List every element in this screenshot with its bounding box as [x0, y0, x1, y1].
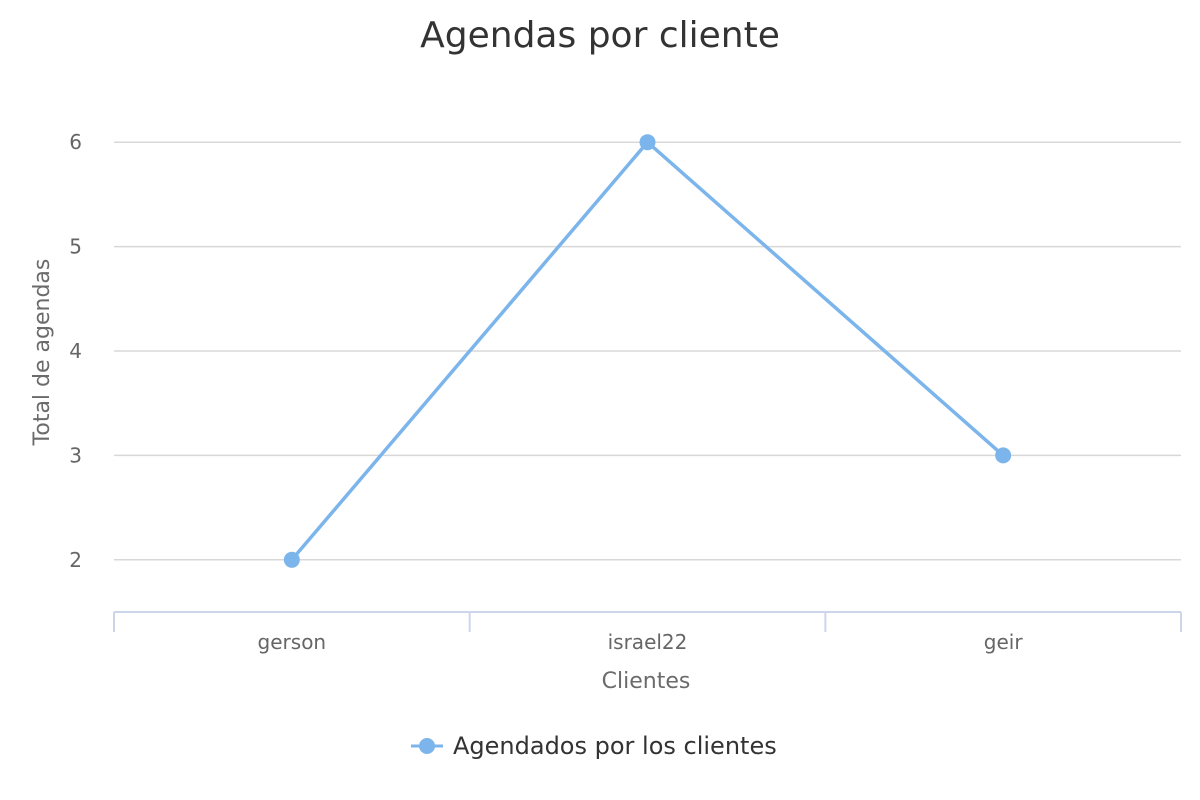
x-tick-label: gerson — [258, 630, 327, 654]
x-tick-label: geir — [984, 630, 1024, 654]
data-point-marker[interactable] — [995, 447, 1012, 464]
y-tick-label: 3 — [69, 443, 82, 467]
x-tick-label: israel22 — [608, 630, 688, 654]
series-layer — [283, 134, 1012, 568]
x-axis — [113, 611, 1182, 632]
data-point-marker[interactable] — [283, 551, 300, 568]
x-axis-tick-labels: gerson israel22 geir — [258, 630, 1024, 654]
y-tick-label: 2 — [69, 548, 82, 572]
y-tick-label: 4 — [69, 339, 82, 363]
gridlines — [114, 141, 1181, 561]
legend-marker-symbol — [419, 738, 435, 754]
x-axis-title: Clientes — [602, 669, 691, 694]
legend-item-label[interactable]: Agendados por los clientes — [453, 732, 777, 760]
data-point-marker[interactable] — [639, 134, 656, 151]
legend[interactable]: Agendados por los clientes — [411, 732, 777, 760]
y-tick-label: 5 — [69, 235, 82, 259]
chart-title: Agendas por cliente — [420, 15, 780, 56]
y-tick-label: 6 — [69, 130, 82, 154]
y-axis-title: Total de agendas — [30, 259, 55, 447]
y-axis-tick-labels: 2 3 4 5 6 — [69, 130, 82, 572]
